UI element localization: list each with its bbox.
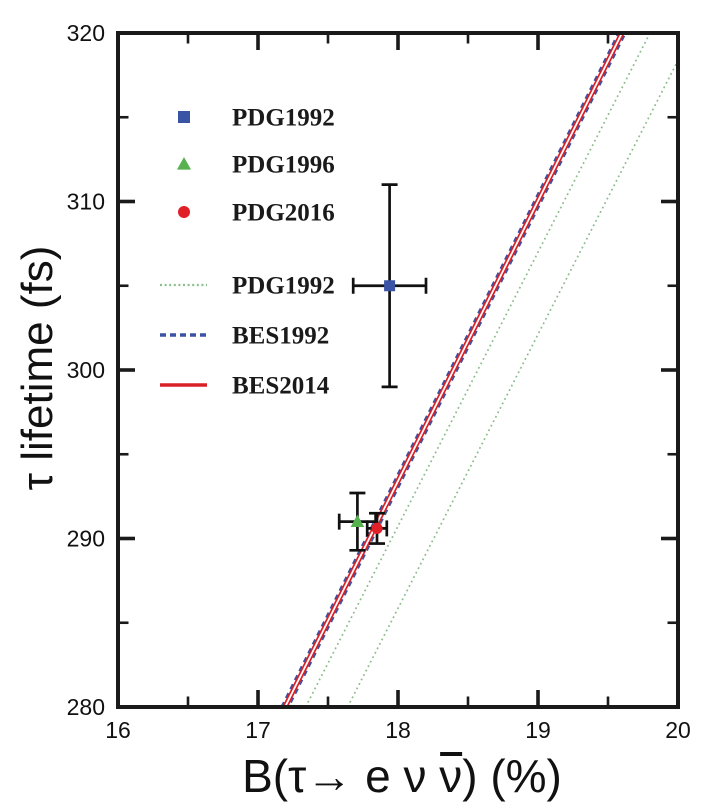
x-axis-title-part: ) (%) (462, 750, 562, 802)
data-point-PDG2016 (365, 511, 389, 545)
legend-entry-PDG1992-0: PDG1992 (178, 105, 335, 132)
triangle-marker (350, 514, 365, 528)
data-point-PDG1996 (337, 491, 377, 552)
x-tick-label: 18 (385, 717, 411, 743)
y-tick-label: 280 (67, 694, 105, 720)
legend-label: PDG2016 (232, 200, 335, 227)
curve-BES2014-1 (286, 33, 625, 707)
x-tick-label: 17 (245, 717, 271, 743)
curve-PDG1992-1 (346, 58, 678, 707)
legend-entry-BES2014-5: BES2014 (160, 373, 330, 400)
square-marker (384, 280, 396, 292)
y-tick-label: 290 (67, 526, 105, 552)
legend-entry-PDG2016-2: PDG2016 (178, 200, 335, 227)
nu-bar-glyph: ν (439, 750, 463, 802)
curve-BES2014-0 (282, 33, 621, 707)
legend-label: BES1992 (232, 323, 329, 350)
data-point-PDG1992 (351, 183, 428, 389)
x-axis-title-part: B(τ→ e ν (242, 750, 440, 802)
line-layer (280, 33, 678, 707)
curve-PDG1992-0 (304, 33, 651, 707)
legend-label: BES2014 (232, 373, 330, 400)
legend-square-swatch (178, 111, 190, 123)
legend-label: PDG1992 (232, 273, 335, 300)
legend-triangle-swatch (177, 157, 191, 170)
x-tick-label: 19 (525, 717, 551, 743)
legend-label: PDG1992 (232, 105, 335, 132)
x-axis-title: B(τ→ e ν ν) (%) (242, 749, 562, 803)
x-tick-label: 20 (665, 717, 691, 743)
legend-entry-BES1992-4: BES1992 (160, 323, 329, 350)
y-tick-label: 310 (67, 189, 105, 215)
legend-circle-swatch (178, 206, 190, 218)
legend-entry-PDG1992-3: PDG1992 (160, 273, 335, 300)
plot-border (116, 31, 680, 709)
y-tick-label: 320 (67, 20, 105, 46)
x-tick-label: 16 (105, 717, 131, 743)
y-tick-label: 300 (67, 357, 105, 383)
curve-BES1992-1 (287, 33, 627, 707)
curve-BES1992-0 (280, 33, 620, 707)
legend-entry-PDG1996-1: PDG1996 (177, 152, 335, 179)
y-axis-title: τ lifetime (fs) (13, 245, 62, 491)
circle-marker (371, 522, 383, 534)
legend-label: PDG1996 (232, 152, 335, 179)
